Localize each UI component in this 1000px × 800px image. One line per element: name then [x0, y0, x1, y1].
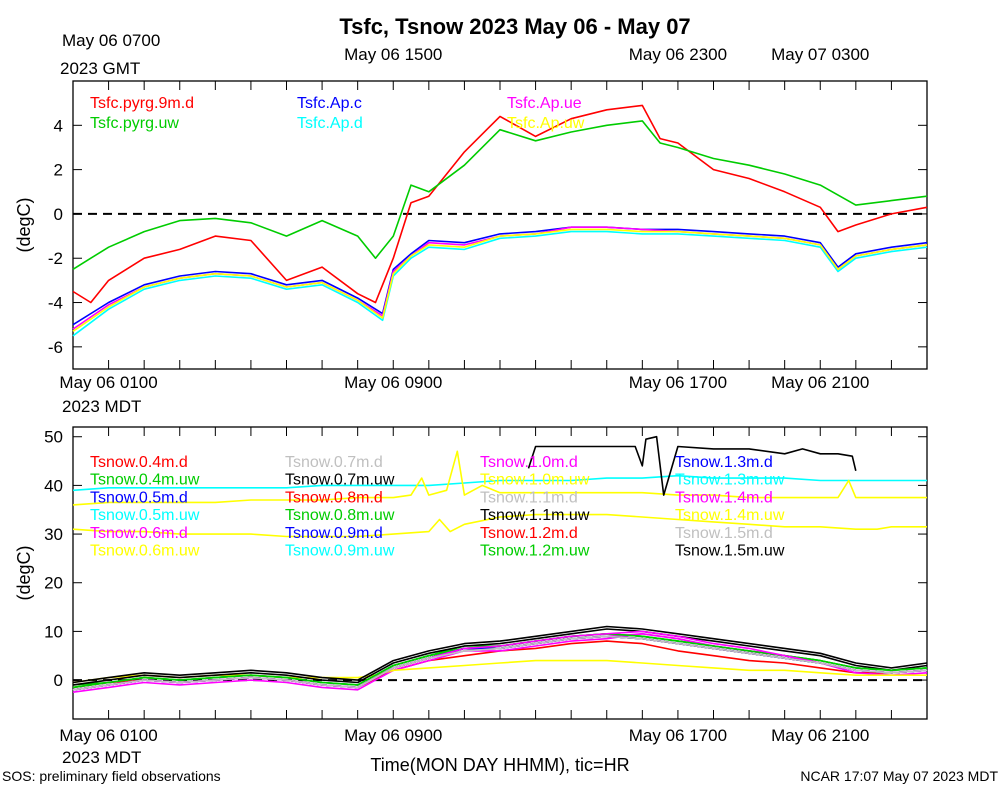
- bottom-axis-sublabel: 2023 MDT: [62, 397, 141, 416]
- bottom-axis-label: May 06 2100: [771, 373, 869, 392]
- top-axis-label: May 07 0300: [771, 45, 869, 64]
- chart-title: Tsfc, Tsnow 2023 May 06 - May 07: [339, 14, 690, 39]
- legend-entry-tsnow-1-5m-d: Tsnow.1.5m.d: [675, 525, 773, 542]
- y-tick-label: 40: [44, 476, 63, 495]
- top-axis-sublabel: 2023 GMT: [60, 59, 140, 78]
- x-axis-label: Time(MON DAY HHMM), tic=HR: [370, 755, 629, 775]
- y-tick-label: 2: [54, 161, 63, 180]
- legend-entry-tsnow-0-8m-uw: Tsnow.0.8m.uw: [285, 507, 395, 524]
- series-line-tsnow-0-7m-uw: [72, 628, 928, 686]
- legend-entry-tsfc-pyrg-uw: Tsfc.pyrg.uw: [90, 115, 179, 132]
- legend-entry-tsfc-ap-c: Tsfc.Ap.c: [297, 95, 362, 112]
- legend-entry-tsnow-0-6m-d: Tsnow.0.6m.d: [90, 525, 188, 542]
- surface-temperature-panel: -6 -4 -2 0 2 4 (degC) Tsfc.pyrg.9m.d Tsfc.pyrg.u…: [14, 31, 928, 416]
- legend-entry-tsfc-ap-uw: Tsfc.Ap.uw: [507, 115, 585, 132]
- series-line-tsfc-pyrg-9m-d: [72, 104, 928, 304]
- legend-entry-tsnow-1-2m-uw: Tsnow.1.2m.uw: [480, 543, 590, 560]
- bottom-axis-label: May 06 0900: [344, 726, 442, 745]
- legend-entry-tsnow-0-5m-d: Tsnow.0.5m.d: [90, 489, 188, 506]
- series-line-tsfc-ap-d: [72, 230, 928, 337]
- bottom-axis-label: May 06 0100: [59, 726, 157, 745]
- y-axis-label: (degC): [14, 545, 34, 600]
- legend-entry-tsnow-1-4m-d: Tsnow.1.4m.d: [675, 489, 773, 506]
- bottom-axis-label: May 06 0900: [344, 373, 442, 392]
- bottom-axis-sublabel: 2023 MDT: [62, 748, 141, 767]
- top-axis-label: May 06 2300: [629, 45, 727, 64]
- y-tick-label: -6: [48, 338, 63, 357]
- bottom-axis-label: May 06 1700: [629, 726, 727, 745]
- top-axis-label: May 06 0700: [62, 31, 160, 50]
- snow-temperature-panel: 0 10 20 30 40 50 (degC) Tsnow.0.4m.dTsnow.0.4m.…: [14, 426, 928, 767]
- series-line-tsnow-1-5m-uw: [527, 435, 857, 496]
- series-line-tsnow-1-3m-uw: [72, 474, 927, 492]
- top-axis-label: May 06 1500: [344, 45, 442, 64]
- legend-entry-tsnow-1-1m-uw: Tsnow.1.1m.uw: [480, 507, 590, 524]
- legend-entry-tsnow-1-2m-d: Tsnow.1.2m.d: [480, 525, 578, 542]
- legend-entry-tsnow-0-6m-uw: Tsnow.0.6m.uw: [90, 543, 200, 560]
- legend-entry-tsnow-1-1m-d: Tsnow.1.1m.d: [480, 489, 578, 506]
- legend-entry-tsnow-0-7m-d: Tsnow.0.7m.d: [285, 454, 383, 471]
- y-tick-label: 0: [54, 205, 63, 224]
- y-tick-label: 20: [44, 574, 63, 593]
- legend-entry-tsnow-1-4m-uw: Tsnow.1.4m.uw: [675, 507, 785, 524]
- y-tick-label: -2: [48, 249, 63, 268]
- y-tick-label: 50: [44, 428, 63, 447]
- legend-entry-tsnow-0-8m-d: Tsnow.0.8m.d: [285, 489, 383, 506]
- legend-entry-tsfc-ap-d: Tsfc.Ap.d: [297, 115, 363, 132]
- legend-entry-tsnow-0-7m-uw: Tsnow.0.7m.uw: [285, 472, 395, 489]
- legend-entry-tsnow-0-5m-uw: Tsnow.0.5m.uw: [90, 507, 200, 524]
- series-line-tsnow-1-0m-uw: [72, 513, 927, 538]
- legend-entry-tsnow-0-9m-uw: Tsnow.0.9m.uw: [285, 543, 395, 560]
- legend-entry-tsfc-pyrg-9m-d: Tsfc.pyrg.9m.d: [90, 95, 194, 112]
- plot-frame: [72, 80, 928, 370]
- y-tick-label: -4: [48, 294, 63, 313]
- series-line-tsfc-ap-c: [72, 226, 928, 326]
- series-line-tsfc-pyrg-uw: [72, 120, 928, 270]
- y-tick-label: 4: [54, 116, 63, 135]
- footer-left: SOS: preliminary field observations: [2, 768, 221, 784]
- bottom-axis-label: May 06 2100: [771, 726, 869, 745]
- series-line-tsnow-1-5m-d: [72, 635, 928, 691]
- legend-entry-tsnow-0-9m-d: Tsnow.0.9m.d: [285, 525, 383, 542]
- y-tick-label: 30: [44, 525, 63, 544]
- legend-entry-tsnow-0-4m-uw: Tsnow.0.4m.uw: [90, 472, 200, 489]
- legend-entry-tsnow-1-5m-uw: Tsnow.1.5m.uw: [675, 543, 785, 560]
- legend-entry-tsfc-ap-ue: Tsfc.Ap.ue: [507, 95, 582, 112]
- legend-entry-tsnow-1-0m-d: Tsnow.1.0m.d: [480, 454, 578, 471]
- legend-entry-tsnow-1-3m-d: Tsnow.1.3m.d: [675, 454, 773, 471]
- y-tick-label: 0: [54, 671, 63, 690]
- footer-right: NCAR 17:07 May 07 2023 MDT: [800, 768, 998, 784]
- legend-entry-tsnow-1-3m-uw: Tsnow.1.3m.uw: [675, 472, 785, 489]
- legend-entry-tsnow-1-0m-uw: Tsnow.1.0m.uw: [480, 472, 590, 489]
- series-line-tsfc-ap-uw: [72, 228, 928, 332]
- bottom-axis-label: May 06 1700: [629, 373, 727, 392]
- legend-entry-tsnow-0-4m-d: Tsnow.0.4m.d: [90, 454, 188, 471]
- y-axis-label: (degC): [14, 197, 34, 252]
- bottom-axis-label: May 06 0100: [59, 373, 157, 392]
- series-line-tsnow-1-4m-uw: [72, 450, 927, 506]
- y-tick-label: 10: [44, 622, 63, 641]
- series-line-tsnow-1-1m-uw: [72, 625, 928, 684]
